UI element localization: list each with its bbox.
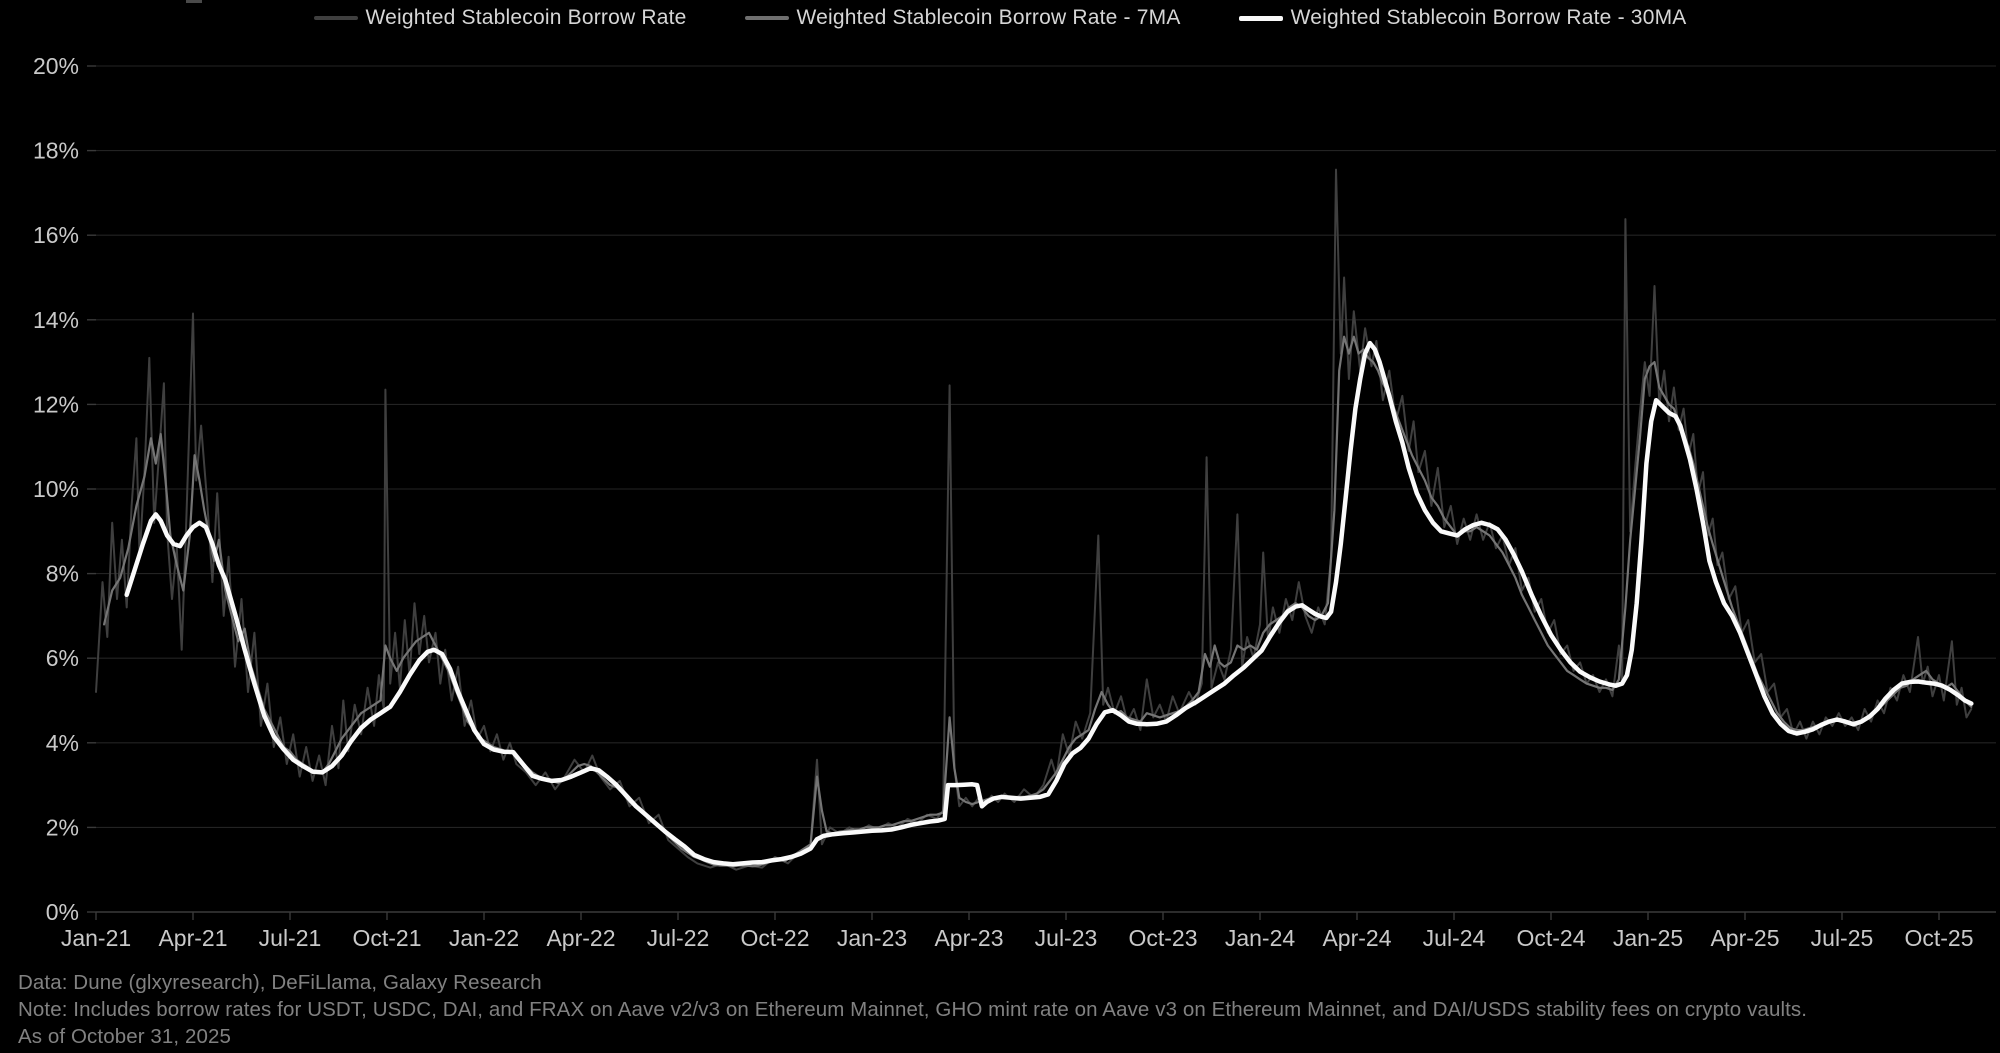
y-axis-label-16pct: 16% [33,222,79,248]
x-axis-label-Jan-22: Jan-22 [449,925,519,951]
y-axis-label-14pct: 14% [33,307,79,333]
chart-footnotes: Data: Dune (glxyresearch), DeFiLlama, Ga… [18,969,1807,1050]
x-axis-label-Jan-23: Jan-23 [837,925,907,951]
legend-label-raw: Weighted Stablecoin Borrow Rate [365,6,687,29]
x-axis-label-Jan-24: Jan-24 [1225,925,1296,951]
ma7-series-swatch-icon [744,16,789,20]
as-of-date-text: As of October 31, 2025 [18,1025,232,1048]
x-axis-label-Jul-25: Jul-25 [1811,925,1874,951]
x-axis-label-Jul-24: Jul-24 [1423,925,1486,951]
x-axis-label-Apr-22: Apr-22 [546,925,615,951]
x-axis-label-Jan-25: Jan-25 [1613,925,1683,951]
legend-label-7ma: Weighted Stablecoin Borrow Rate - 7MA [796,6,1181,29]
legend-item-30ma[interactable]: Weighted Stablecoin Borrow Rate - 30MA [1238,6,1687,30]
legend-item-7ma[interactable]: Weighted Stablecoin Borrow Rate - 7MA [744,6,1181,30]
y-axis-label-0pct: 0% [46,899,79,925]
x-axis-label-Oct-23: Oct-23 [1128,925,1197,951]
y-axis-label-12pct: 12% [33,391,79,417]
chart-legend: Weighted Stablecoin Borrow Rate Weighted… [0,6,2000,30]
x-axis-label-Oct-21: Oct-21 [352,925,421,951]
x-axis-label-Oct-25: Oct-25 [1904,925,1973,951]
x-axis-label-Apr-25: Apr-25 [1710,925,1779,951]
y-axis-label-2pct: 2% [46,814,79,840]
y-axis-label-10pct: 10% [33,476,79,502]
data-source-text: Data: Dune (glxyresearch), DeFiLlama, Ga… [18,971,542,994]
x-axis-label-Jul-22: Jul-22 [647,925,710,951]
legend-label-30ma: Weighted Stablecoin Borrow Rate - 30MA [1290,6,1687,29]
ma30-series-line[interactable] [124,340,1974,867]
y-axis-label-4pct: 4% [46,730,79,756]
ma30-series-swatch-icon [1238,15,1283,21]
x-axis-label-Jul-21: Jul-21 [259,925,322,951]
x-axis-label-Apr-21: Apr-21 [158,925,227,951]
y-axis-label-18pct: 18% [33,138,79,164]
x-axis-label-Apr-23: Apr-23 [934,925,1003,951]
x-axis-label-Oct-24: Oct-24 [1516,925,1585,951]
cropped-title-remnant [186,0,202,3]
x-axis-label-Jul-23: Jul-23 [1035,925,1098,951]
y-axis-label-8pct: 8% [46,561,79,587]
legend-item-raw[interactable]: Weighted Stablecoin Borrow Rate [313,6,687,30]
x-axis-label-Oct-22: Oct-22 [740,925,809,951]
x-axis-label-Jan-21: Jan-21 [61,925,131,951]
methodology-note-text: Note: Includes borrow rates for USDT, US… [18,998,1808,1021]
y-axis-label-20pct: 20% [33,53,79,79]
x-axis-label-Apr-24: Apr-24 [1322,925,1391,951]
ma7-series-line[interactable] [102,335,1973,868]
y-axis-label-6pct: 6% [46,645,79,671]
raw-series-line[interactable] [95,168,1973,871]
raw-series-swatch-icon [313,16,358,20]
